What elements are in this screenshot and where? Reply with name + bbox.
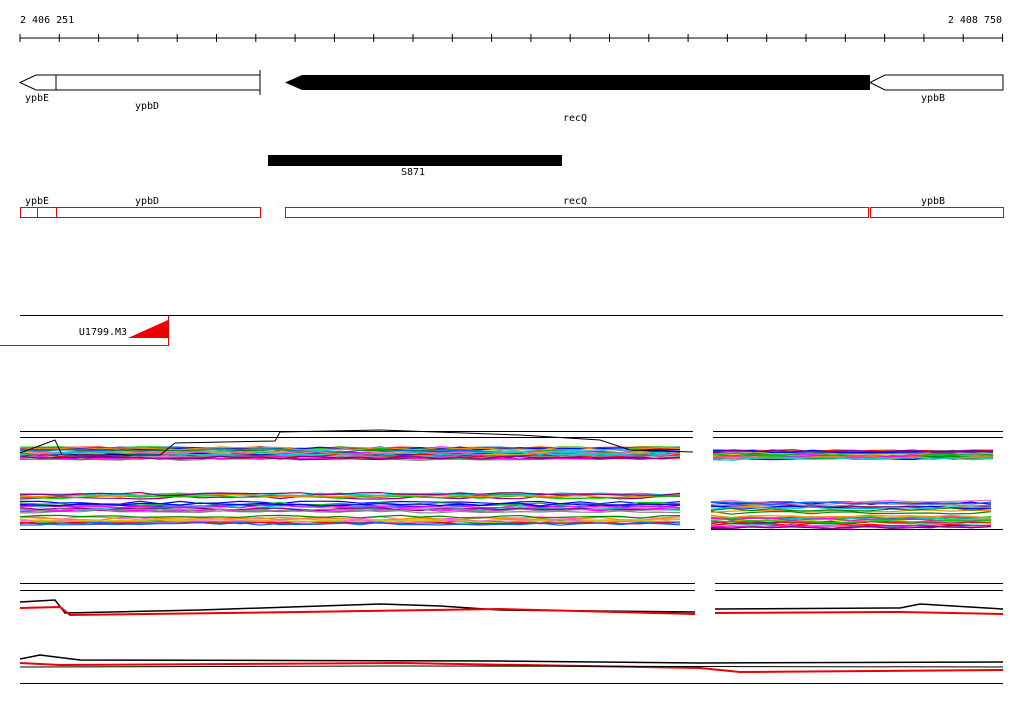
gene-recQ <box>285 75 870 90</box>
annotation-box <box>56 207 261 218</box>
trace <box>19 446 681 451</box>
gene-label: ypbD <box>135 101 159 112</box>
annotation-box <box>20 207 38 218</box>
trace <box>711 525 992 530</box>
gene-label: recQ <box>563 113 587 124</box>
trace <box>19 429 694 456</box>
feature-track: S871 <box>268 155 562 178</box>
trace <box>714 610 1004 615</box>
trace <box>19 492 681 497</box>
trace <box>710 510 992 515</box>
annotation-label: ypbD <box>135 196 159 207</box>
trace <box>710 519 992 524</box>
feature-bar <box>268 155 562 166</box>
trace <box>714 603 1004 610</box>
trace <box>19 495 681 500</box>
annotation-box <box>870 207 1004 218</box>
annotation-label: ypbB <box>921 196 945 207</box>
expression-traces <box>19 429 1004 684</box>
ruler-start: 2 406 251 <box>20 15 74 26</box>
trace <box>712 449 994 453</box>
trace <box>19 455 681 460</box>
trace <box>712 456 994 461</box>
trace <box>19 654 1004 664</box>
trace <box>19 665 1004 668</box>
trace <box>19 518 681 523</box>
trace <box>19 516 681 521</box>
trace <box>712 452 994 456</box>
trace <box>19 508 681 513</box>
trace <box>19 605 696 617</box>
track-label: U1799.M3 <box>79 327 127 338</box>
annotation-label: ypbE <box>25 196 49 207</box>
annotation-box <box>285 207 869 218</box>
trace <box>710 502 992 507</box>
gene-ypbB <box>868 74 1004 91</box>
trace <box>19 521 681 526</box>
trace <box>710 504 992 509</box>
trace <box>710 499 992 504</box>
track-triangle <box>128 320 168 338</box>
trace <box>20 521 681 526</box>
trace <box>19 518 680 524</box>
trace <box>19 507 681 512</box>
trace <box>19 661 1004 674</box>
gene-ypbE <box>18 74 57 91</box>
trace <box>710 501 992 506</box>
gene-label: ypbE <box>25 93 49 104</box>
gene-label: ypbB <box>921 93 945 104</box>
annotation-box <box>37 207 57 218</box>
trace <box>19 502 681 507</box>
track-header: U1799.M3 <box>0 315 1003 346</box>
trace <box>710 514 992 519</box>
trace <box>19 514 681 519</box>
feature-label: S871 <box>401 167 425 178</box>
annotation-label: recQ <box>563 196 587 207</box>
trace <box>19 491 681 497</box>
ruler-end: 2 408 750 <box>948 15 1002 26</box>
trace <box>710 507 992 512</box>
gene-track: ypbE ypbD recQ ypbB <box>18 70 1004 124</box>
ruler: 2 406 251 2 408 750 <box>19 15 1003 42</box>
trace <box>710 506 992 510</box>
trace <box>19 504 681 509</box>
trace <box>19 451 681 456</box>
trace <box>710 522 992 527</box>
gene-ypbD <box>55 74 261 91</box>
annotation-track: ypbE ypbD recQ ypbB <box>20 196 1004 218</box>
trace <box>20 500 681 505</box>
